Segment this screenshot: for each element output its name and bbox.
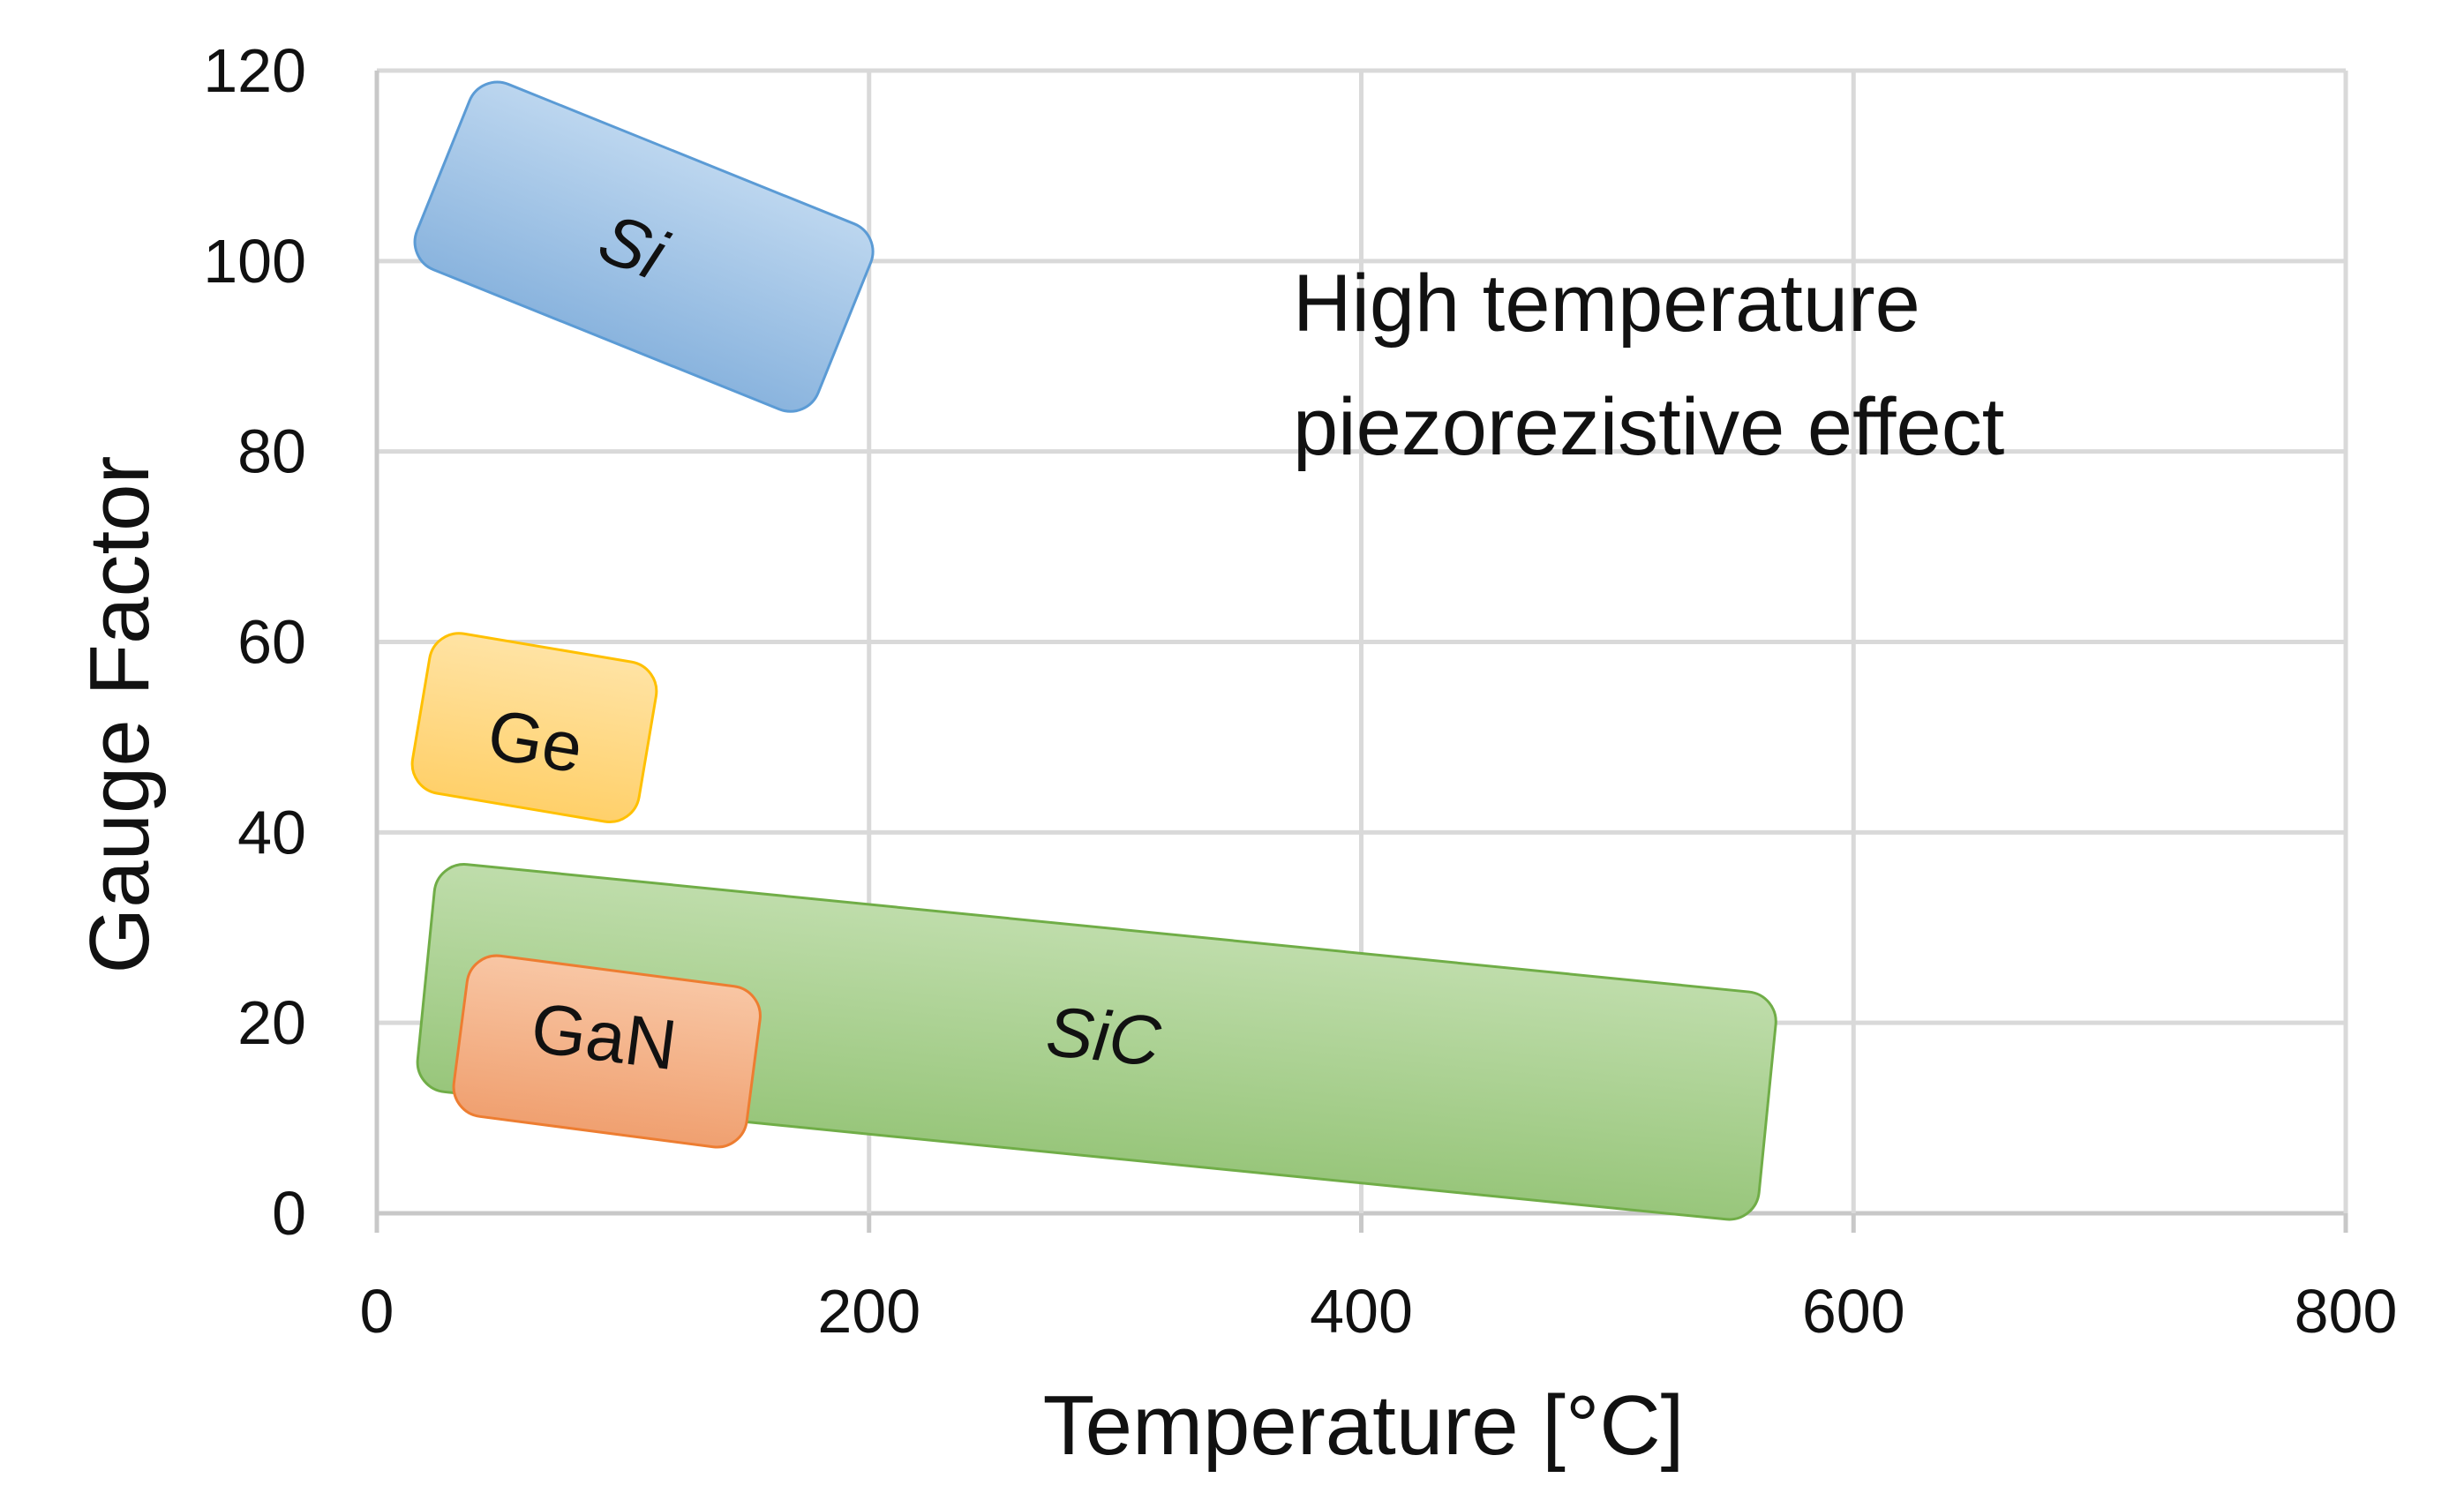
- annotation-line-2: piezorezistive effect: [1293, 382, 2004, 472]
- y-axis-title: Gauge Factor: [72, 456, 167, 974]
- region-Ge: Ge: [410, 632, 658, 823]
- region-GaN: GaN: [452, 954, 762, 1149]
- region-label-GaN: GaN: [527, 988, 681, 1084]
- region-shape-SiC: [416, 863, 1777, 1221]
- regions-layer: SiC Si Ge GaN: [410, 80, 1777, 1221]
- y-tick-label-100: 100: [203, 227, 306, 296]
- y-tick-label-20: 20: [237, 988, 306, 1057]
- y-tick-label-40: 40: [237, 798, 306, 867]
- x-tick-label-600: 600: [1802, 1277, 1905, 1346]
- region-label-SiC: SiC: [1043, 992, 1165, 1081]
- region-shape-GaN: [452, 954, 762, 1149]
- y-tick-label-60: 60: [237, 608, 306, 677]
- x-tick-label-800: 800: [2295, 1277, 2398, 1346]
- region-shape-Ge: [410, 632, 658, 823]
- x-tick-label-400: 400: [1310, 1277, 1413, 1346]
- y-tick-label-0: 0: [272, 1179, 306, 1248]
- y-tick-label-80: 80: [237, 417, 306, 486]
- x-tick-label-0: 0: [360, 1277, 394, 1346]
- text-layer: High temperature piezorezistive effect T…: [72, 259, 2004, 1473]
- region-shape-Si: [413, 80, 875, 413]
- y-tick-label-120: 120: [203, 36, 306, 105]
- region-label-Ge: Ge: [483, 694, 589, 787]
- x-axis-title: Temperature [°C]: [1043, 1378, 1685, 1473]
- region-Si: Si: [413, 80, 875, 413]
- region-SiC: SiC: [416, 863, 1777, 1221]
- x-tick-label-200: 200: [817, 1277, 920, 1346]
- annotation-line-1: High temperature: [1293, 259, 1920, 349]
